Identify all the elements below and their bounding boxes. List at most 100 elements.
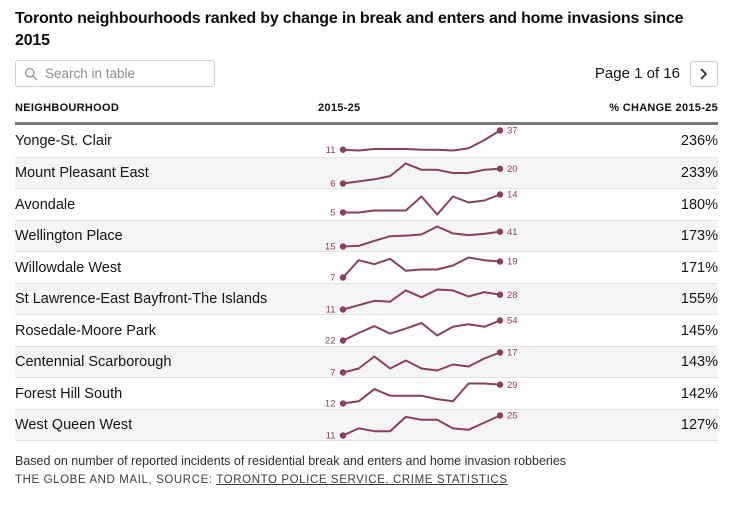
row-pct-change: 143% [680,354,718,371]
sparkline-path [342,225,501,248]
row-sparkline: 11 28 [318,284,528,315]
row-sparkline: 12 29 [318,378,528,409]
spark-start-dot [339,209,347,216]
spark-start-value: 15 [325,241,336,251]
sparkline-path [342,319,501,342]
sparkline-chart: 7 17 [330,347,518,377]
chevron-right-icon [700,68,707,80]
spark-start-value: 22 [325,336,336,346]
spark-end-value: 17 [507,347,518,358]
sparkline-path [342,256,501,279]
pager: Page 1 of 16 [594,60,718,87]
search-box[interactable] [15,60,215,88]
spark-start-dot [339,146,347,154]
row-neighbourhood: St Lawrence-East Bayfront-The Islands [15,291,268,308]
table-row: Yonge-St. Clair 11 37 236% [15,125,718,157]
spark-end-dot [496,411,504,419]
spark-end-value: 37 [507,126,518,137]
spark-start-value: 11 [326,304,336,314]
spark-end-value: 14 [507,190,518,201]
row-sparkline: 15 41 [318,221,528,252]
table-row: Rosedale-Moore Park 22 54 145% [15,314,718,346]
row-neighbourhood: Rosedale-Moore Park [15,322,157,339]
sparkline-path [342,129,501,152]
search-input[interactable] [16,61,214,87]
sparkline-chart: 11 25 [326,410,518,440]
row-pct-change: 173% [680,228,718,245]
spark-end-value: 28 [507,290,518,301]
spark-end-dot [496,127,504,135]
spark-start-dot [339,368,347,376]
spark-end-value: 54 [507,316,518,327]
spark-start-value: 11 [326,145,336,156]
sparkline-path [342,193,501,216]
page-indicator: Page 1 of 16 [594,65,680,83]
row-pct-change: 233% [680,165,718,182]
spark-start-value: 6 [330,178,335,188]
table-row: St Lawrence-East Bayfront-The Islands 11… [15,282,718,315]
sparkline-chart: 7 19 [330,256,518,283]
sparkline-path [342,414,501,437]
sparkline-chart: 12 29 [325,380,518,409]
spark-end-value: 41 [507,226,518,237]
spark-end-dot [496,381,504,388]
table-row: Willowdale West 7 19 171% [15,251,718,283]
table-row: Forest Hill South 12 29 142% [15,377,718,409]
source-link[interactable]: TORONTO POLICE SERVICE, CRIME STATISTICS [216,474,508,487]
spark-end-dot [496,348,504,356]
spark-end-dot [496,191,504,198]
row-pct-change: 236% [680,132,718,149]
row-neighbourhood: Avondale [15,196,76,213]
row-sparkline: 6 20 [318,158,528,189]
table-row: Wellington Place 15 41 173% [15,219,718,252]
sparkline-chart: 11 37 [326,126,518,156]
sparkline-path [342,351,501,374]
row-pct-change: 171% [680,259,718,276]
row-neighbourhood: Mount Pleasant East [15,165,149,182]
row-pct-change: 142% [680,385,718,402]
spark-end-dot [496,258,504,265]
spark-end-dot [496,165,504,172]
spark-start-dot [339,400,347,407]
row-neighbourhood: Wellington Place [15,228,123,245]
column-header-pct-change: % CHANGE 2015-25 [609,102,718,115]
row-pct-change: 155% [680,291,718,308]
spark-start-value: 11 [326,430,336,440]
row-sparkline: 22 54 [318,315,528,346]
spark-start-value: 7 [330,273,335,283]
sparkline-chart: 6 20 [330,162,518,189]
row-pct-change: 127% [680,417,718,434]
row-neighbourhood: Yonge-St. Clair [15,132,112,149]
row-pct-change: 180% [680,196,718,213]
table-row: Mount Pleasant East 6 20 233% [15,156,718,189]
row-neighbourhood: West Queen West [15,417,133,434]
row-sparkline: 5 14 [318,189,528,220]
spark-start-dot [339,337,347,344]
next-page-button[interactable] [690,60,718,87]
row-neighbourhood: Willowdale West [15,259,122,276]
toolbar: Page 1 of 16 [15,60,718,88]
spark-end-dot [496,228,504,235]
table-row: Avondale 5 14 180% [15,188,718,220]
credit-prefix: THE GLOBE AND MAIL, SOURCE: [15,474,217,487]
spark-start-value: 7 [330,367,335,377]
sparkline-path [342,382,501,405]
row-sparkline: 11 37 [318,125,528,156]
table-row: Centennial Scarborough 7 17 143% [15,345,718,378]
sparkline-chart: 22 54 [325,316,518,346]
table-row: West Queen West 11 25 127% [15,408,718,441]
spark-end-value: 20 [507,164,518,175]
table-body: Yonge-St. Clair 11 37 236% Mount Pleasant… [15,125,718,442]
sparkline-path [342,288,501,311]
spark-end-dot [496,317,504,324]
search-icon [24,68,38,81]
spark-start-value: 12 [325,399,336,409]
footer-note: Based on number of reported incidents of… [15,454,567,469]
spark-end-dot [496,291,504,298]
spark-start-dot [339,242,347,250]
spark-end-value: 19 [507,257,518,268]
spark-end-value: 29 [507,380,518,391]
spark-start-value: 5 [330,208,335,219]
